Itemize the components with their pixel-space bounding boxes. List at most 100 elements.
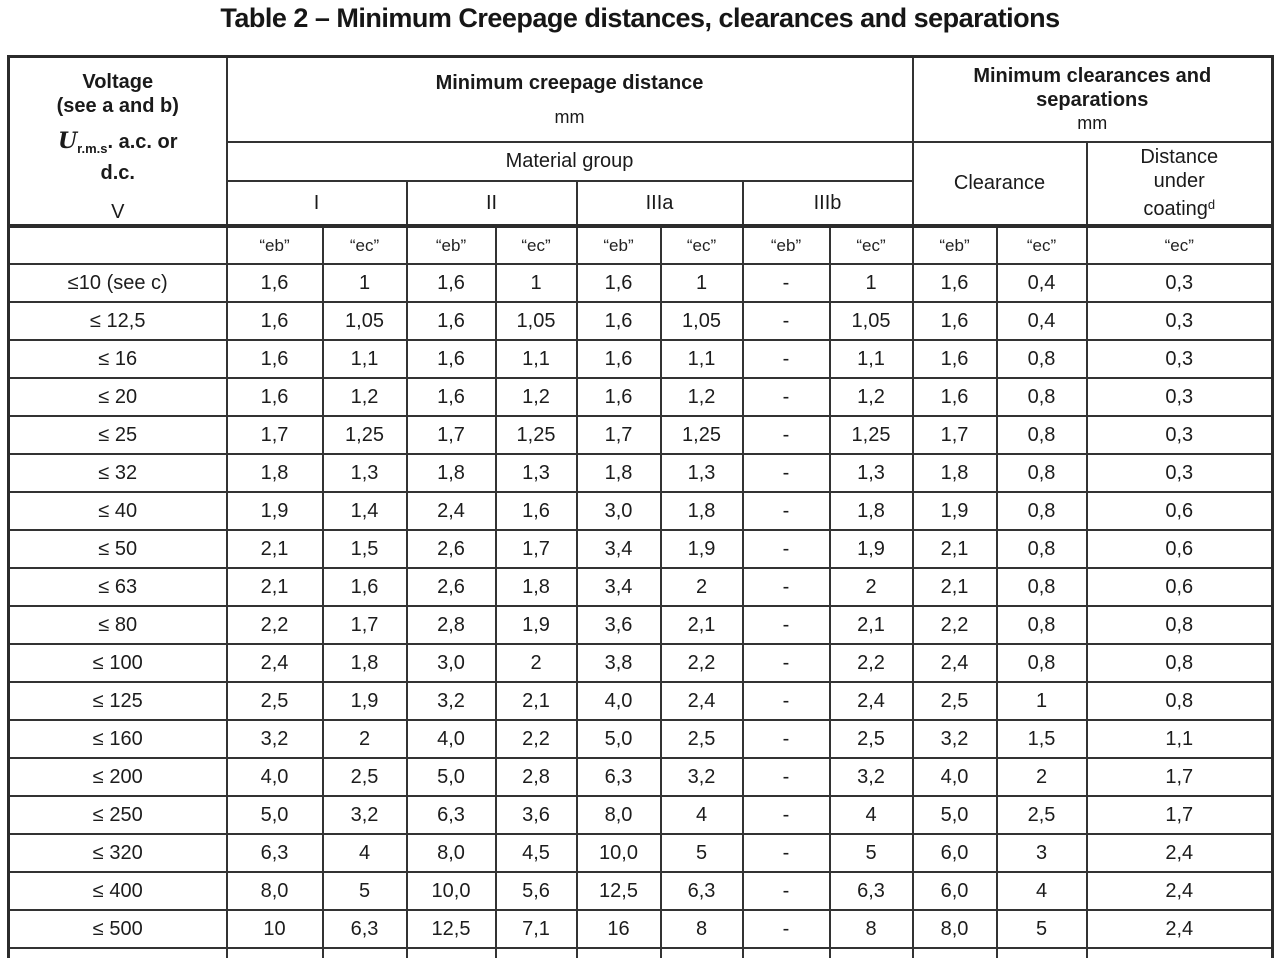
table-row: ≤ 20 1,6 1,2 1,6 1,2 1,6 1,2-1,2 1,6 0,8 0,3 (7, 377, 1274, 417)
value-cell: 3,2 (828, 757, 914, 797)
voltage-cell: ≤10 (see c) (7, 263, 228, 303)
value-cell: 1,05 (828, 301, 914, 341)
creepage-section-header: Minimum creepage distance mm (225, 55, 914, 143)
value-cell: 2,4 (225, 643, 324, 683)
value-cell: 1,7 (405, 415, 497, 455)
value-cell: 2 (321, 719, 408, 759)
voltage-cell: ≤ 12,5 (7, 301, 228, 341)
value-cell: 0,8 (995, 529, 1088, 569)
header-row-groups: I II IIIa IIIb (9, 180, 1273, 227)
cutoff-cell (659, 947, 744, 958)
value-cell: - (741, 871, 831, 911)
u-rms-subscript: r.m.s (77, 141, 108, 156)
value-cell: 1,9 (494, 605, 578, 645)
value-cell: 2,1 (225, 529, 324, 569)
material-group-header: Material group (225, 140, 914, 182)
value-cell: 1 (494, 263, 578, 303)
subheader-empty-cell (7, 224, 228, 265)
value-cell: 2,5 (225, 681, 324, 721)
value-cell: 0,8 (1085, 643, 1274, 683)
value-cell: 1,5 (995, 719, 1088, 759)
value-cell: - (741, 263, 831, 303)
table-header: Voltage (see a and b) Ur.m.s. a.c. or d.… (7, 55, 1274, 265)
value-cell: 0,8 (1085, 605, 1274, 645)
value-cell: 12,5 (405, 909, 497, 949)
value-cell: 5,0 (575, 719, 662, 759)
table-row: ≤ 63 2,1 1,6 2,6 1,8 3,4 2-2 2,1 0,8 0,6 (7, 567, 1274, 607)
value-cell: 2,1 (225, 567, 324, 607)
subheader-cell: “eb” (405, 224, 497, 265)
value-cell: 1,9 (321, 681, 408, 721)
cutoff-cell (741, 947, 831, 958)
value-cell: 8,0 (575, 795, 662, 835)
value-cell: 2,4 (1085, 909, 1274, 949)
subheader-cell: “eb” (911, 224, 998, 265)
value-cell: 2,5 (659, 719, 744, 759)
distance-line2: under (1153, 170, 1205, 193)
value-cell: 1,7 (1085, 757, 1274, 797)
value-cell: 1 (659, 263, 744, 303)
value-cell: 0,8 (995, 491, 1088, 531)
value-cell: 2,2 (225, 605, 324, 645)
value-cell: - (741, 681, 831, 721)
cutoff-cell (225, 947, 324, 958)
value-cell: 1,8 (828, 491, 914, 531)
value-cell: 1,6 (575, 339, 662, 379)
voltage-cell: ≤ 125 (7, 681, 228, 721)
value-cell: 2,5 (995, 795, 1088, 835)
value-cell: 3,6 (575, 605, 662, 645)
subheader-cell: “ec” (828, 224, 914, 265)
value-cell: 10,0 (575, 833, 662, 873)
distance-line3: coatingd (1143, 197, 1216, 221)
value-cell: - (741, 757, 831, 797)
voltage-cell: ≤ 160 (7, 719, 228, 759)
subheader-cell: “ec” (659, 224, 744, 265)
table-row: ≤ 32 1,8 1,3 1,8 1,3 1,8 1,3-1,3 1,8 0,8 0,3 (7, 453, 1274, 493)
value-cell: 2,4 (828, 681, 914, 721)
voltage-cell: ≤ 32 (7, 453, 228, 493)
value-cell: 1,6 (321, 567, 408, 607)
cutoff-row (7, 947, 1274, 958)
cutoff-cell (494, 947, 578, 958)
value-cell: 1,6 (911, 377, 998, 417)
value-cell: 1,6 (494, 491, 578, 531)
value-cell: 1,8 (659, 491, 744, 531)
value-cell: 4,0 (405, 719, 497, 759)
value-cell: 0,8 (995, 643, 1088, 683)
value-cell: 1,2 (828, 377, 914, 417)
value-cell: 2,1 (911, 567, 998, 607)
value-cell: 1,3 (828, 453, 914, 493)
value-cell: 6,3 (659, 871, 744, 911)
value-cell: 2,2 (911, 605, 998, 645)
voltage-cell: ≤ 25 (7, 415, 228, 455)
value-cell: 6,0 (911, 871, 998, 911)
value-cell: 2,2 (494, 719, 578, 759)
voltage-note: (see a and b) (56, 95, 179, 117)
header-row-titles: Voltage (see a and b) Ur.m.s. a.c. or d.… (7, 55, 1274, 227)
value-cell: 1,1 (494, 339, 578, 379)
table-title: Table 2 – Minimum Creepage distances, cl… (220, 3, 1060, 33)
value-cell: 0,8 (995, 339, 1088, 379)
value-cell: 1,25 (659, 415, 744, 455)
value-cell: 4,5 (494, 833, 578, 873)
value-cell: 1,8 (225, 453, 324, 493)
subheader-cell: “eb” (575, 224, 662, 265)
value-cell: 0,8 (995, 377, 1088, 417)
value-cell: 0,6 (1085, 491, 1274, 531)
value-cell: 2 (828, 567, 914, 607)
value-cell: 1,6 (405, 339, 497, 379)
value-cell: - (741, 453, 831, 493)
subheader-cell: “ec” (1085, 224, 1274, 265)
voltage-cell: ≤ 400 (7, 871, 228, 911)
footnote-d-marker: d (1207, 197, 1216, 213)
value-cell: - (741, 377, 831, 417)
value-cell: 5,0 (911, 795, 998, 835)
value-cell: 2,4 (405, 491, 497, 531)
value-cell: - (741, 491, 831, 531)
subheader-cell: “ec” (321, 224, 408, 265)
value-cell: 1,8 (405, 453, 497, 493)
value-cell: - (741, 301, 831, 341)
value-cell: 4 (659, 795, 744, 835)
value-cell: - (741, 339, 831, 379)
